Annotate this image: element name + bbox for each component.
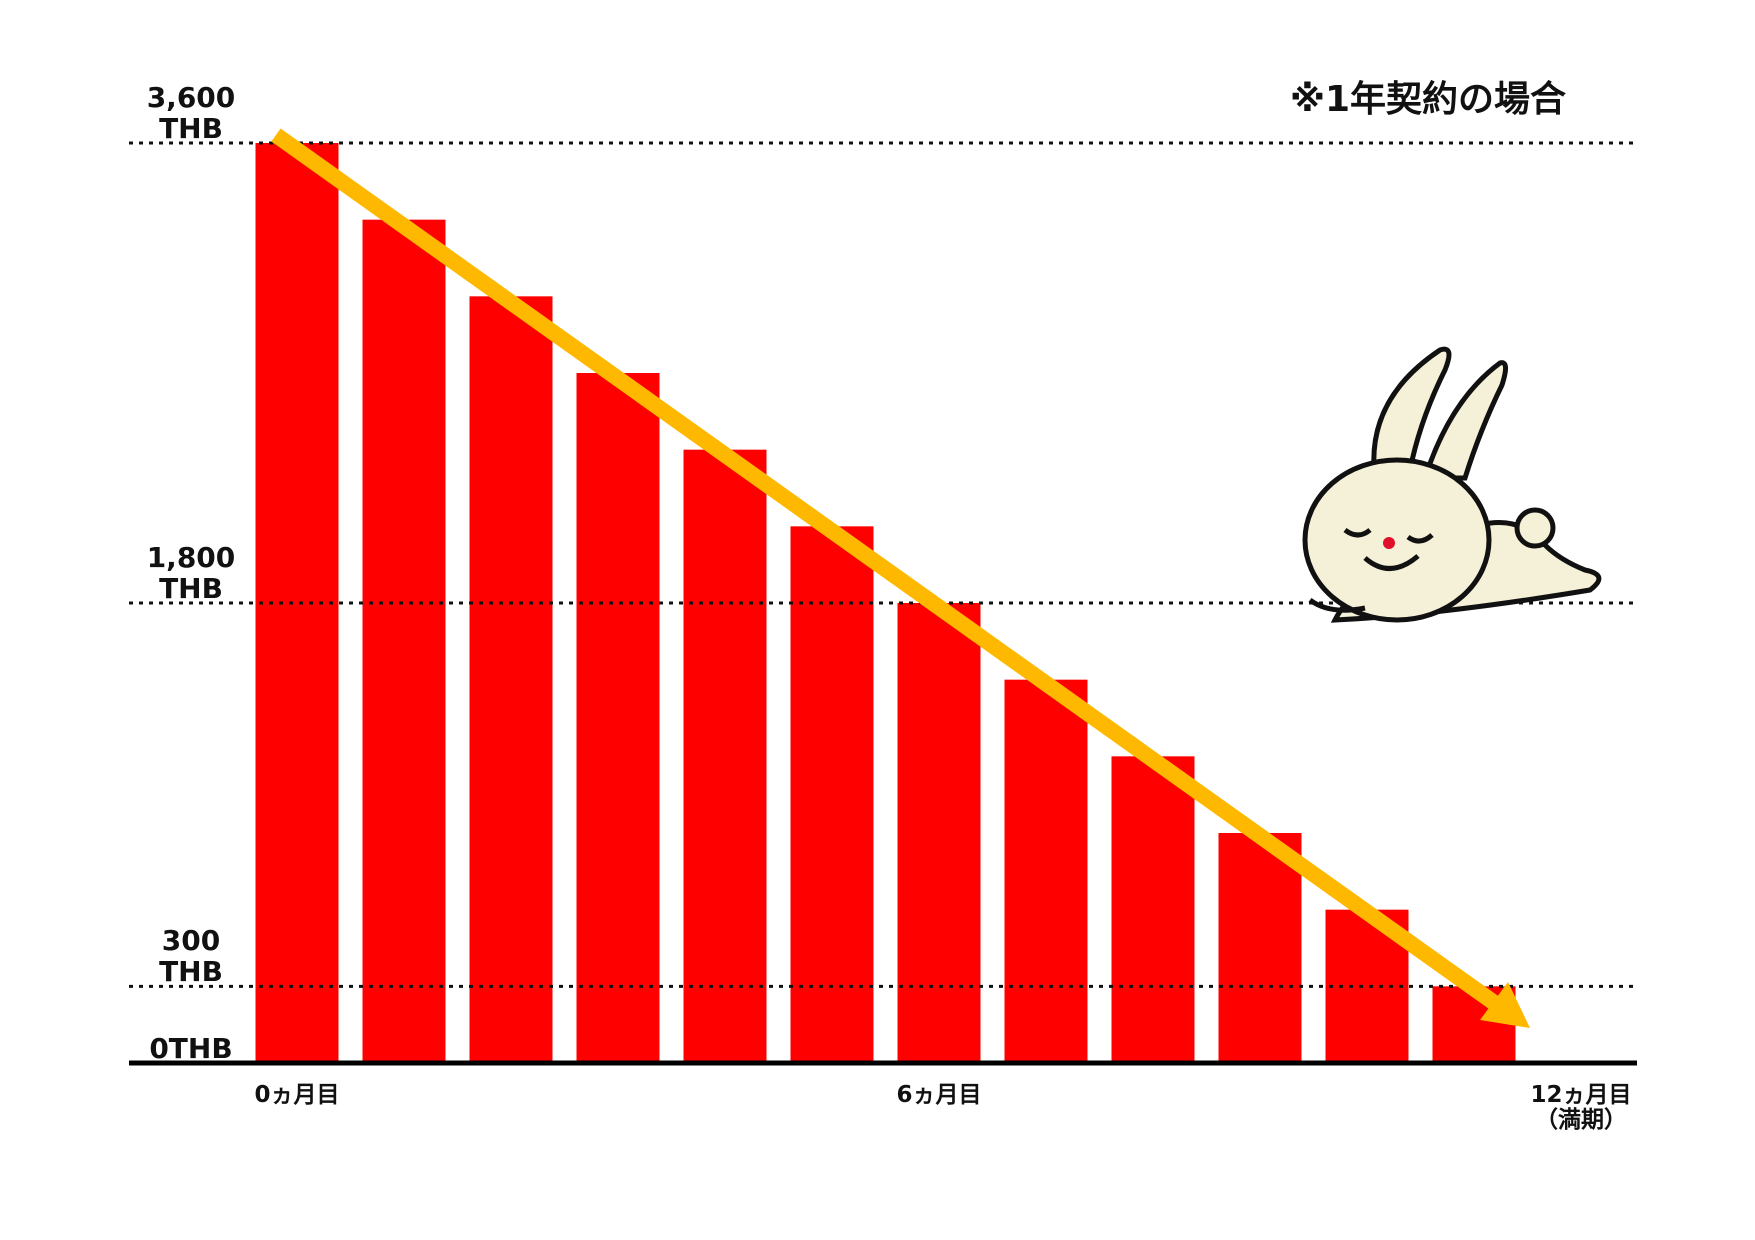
rabbit-paw <box>1308 597 1366 613</box>
x-tick-label: 6ヵ月目 <box>896 1082 982 1108</box>
x-tick-label: 0ヵ月目 <box>254 1082 340 1108</box>
rabbit-tail <box>1514 507 1556 549</box>
bar <box>469 296 553 1063</box>
bar <box>683 449 767 1064</box>
y-tick-label: 3,600 THB <box>146 81 236 145</box>
rabbit <box>1302 346 1602 623</box>
bar <box>790 526 874 1063</box>
x-tick-label: 12ヵ月目 （満期） <box>1530 1082 1632 1134</box>
annotation: ※1年契約の場合 <box>1290 79 1567 120</box>
bar <box>255 143 339 1063</box>
bar <box>576 373 660 1063</box>
arrow-shaft <box>271 128 1505 1014</box>
bar <box>1004 679 1088 1063</box>
rabbit-head <box>1302 457 1492 623</box>
arrow-head <box>1480 982 1530 1028</box>
plot <box>129 141 1637 1066</box>
y-tick-label: 0THB <box>149 1032 233 1065</box>
rabbit-ear <box>1421 360 1508 481</box>
bar <box>1111 756 1195 1063</box>
y-tick-label: 1,800 THB <box>146 541 236 605</box>
rabbit-eye <box>1406 533 1434 544</box>
rabbit-mouth <box>1363 554 1420 571</box>
trend-arrow <box>271 128 1530 1028</box>
bar <box>362 219 446 1063</box>
rabbit-eye <box>1343 527 1372 538</box>
rabbit-ear <box>1371 346 1452 482</box>
bar <box>897 603 981 1063</box>
rabbit-nose <box>1383 537 1395 549</box>
bar <box>1218 833 1302 1063</box>
y-tick-label: 300 THB <box>159 924 223 989</box>
